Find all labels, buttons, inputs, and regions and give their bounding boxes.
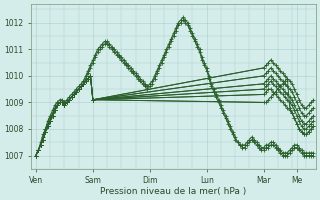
X-axis label: Pression niveau de la mer( hPa ): Pression niveau de la mer( hPa ) — [100, 187, 247, 196]
